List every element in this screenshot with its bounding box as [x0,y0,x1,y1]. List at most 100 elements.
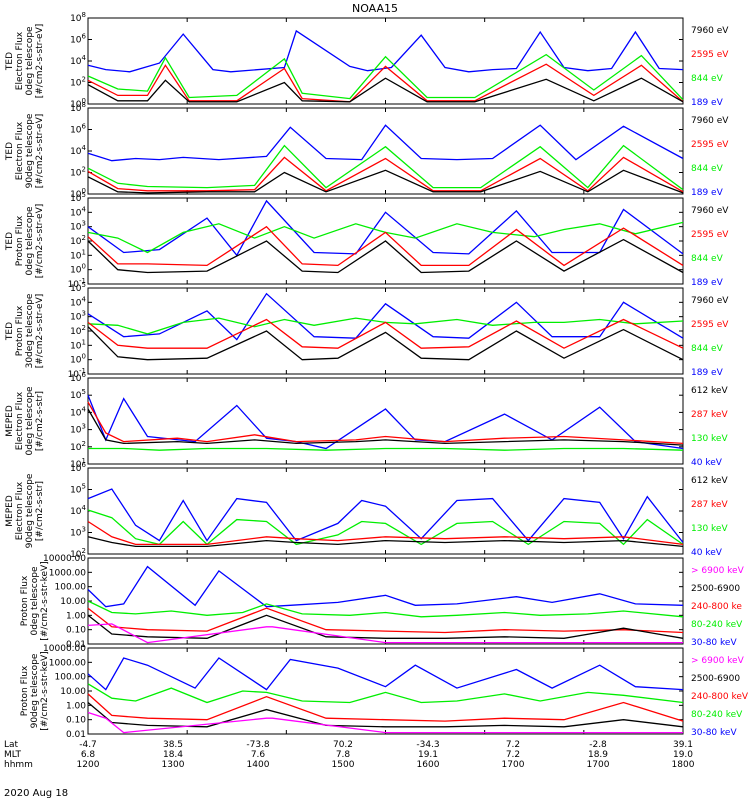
series-line-80-240-kev [87,683,684,704]
legend-entry: 612 keV [691,476,728,486]
time-axis-hhmm-value: 1300 [162,760,185,770]
legend-entry: 7960 eV [691,296,729,306]
panel-7: 0.01 0.10 1.00 10.00 100.00 1000.00 10000.00 Pr… [20,554,745,650]
y-axis-label: TED [5,232,15,251]
y-tick-label: 10000.00 [43,554,86,564]
y-tick-label: 101 [70,338,86,351]
series-line-130-kev [88,447,684,451]
series-line-2595-ev [87,225,684,267]
legend-entry: 2595 eV [691,230,729,240]
y-axis-label: 90deg telescope [30,653,40,728]
series-line--6900-kev [87,711,683,734]
y-tick-label: 104 [70,54,86,67]
time-axis-lat-value: -34.3 [416,740,439,750]
time-axis-hhmm-value: 1700 [587,760,610,770]
y-axis-label: 90deg telescope [25,473,35,548]
y-tick-label: 102 [70,76,86,89]
legend-entry: 80-240 keV [691,620,743,630]
time-axis-hhmm-value: 1500 [332,760,355,770]
y-axis-label: TED [5,52,15,71]
y-axis-label: [#/cm2-s-str-eV] [35,294,45,369]
y-tick-label: 104 [70,295,86,308]
y-axis-label: Proton Flux [20,575,30,626]
time-axis-hhmm-value: 1600 [417,760,440,770]
y-axis-label: Electron Flux [15,121,25,180]
legend-entry: 240-800 keV [691,692,749,702]
legend-entry: 7960 eV [691,116,729,126]
panel-8: 0.01 0.10 1.00 10.00 100.00 1000.00 10000.00 Pr… [20,644,749,740]
y-axis-label: 0deg telescope [25,206,35,276]
series-line-844-ev [87,144,684,191]
y-tick-label: 103 [70,310,86,323]
y-axis-label: Proton Flux [20,665,30,716]
y-tick-label: 105 [70,388,86,401]
series-line-240-800-kev [87,693,684,722]
legend-entry: 7960 eV [691,26,729,36]
series-line-30-80-kev [87,565,684,608]
time-axis-mlt-value: 7.6 [251,750,266,760]
series-line-612-kev [87,408,684,446]
date-label: 2020 Aug 18 [4,788,68,799]
time-axis-lat-value: -2.8 [589,740,607,750]
y-tick-label: 103 [70,220,86,233]
figure-title: NOAA15 [352,2,398,15]
legend-entry: > 6900 keV [691,566,745,576]
time-axis-hhmm-value: 1800 [672,760,695,770]
series-line-287-kev [87,520,684,546]
y-tick-label: 105 [70,483,86,496]
y-tick-label: 106 [70,123,86,136]
legend-entry: 130 keV [691,434,728,444]
series-line-80-240-kev [87,600,684,618]
y-tick-label: 100.00 [55,673,87,683]
y-axis-label: Electron Flux [15,481,25,540]
y-axis-label: [#/cm2-s-str-keV] [40,651,50,730]
series-line--6900-kev [87,623,683,644]
y-axis-label: [#/cm2-s-str-eV] [35,204,45,279]
series-line-7960-ev [87,169,684,194]
panel-frame [87,17,684,105]
y-tick-label: 1000.00 [49,568,86,578]
y-axis-label: MEPED [5,405,15,437]
series-line-844-ev [87,221,684,254]
legend-entry: 2595 eV [691,320,729,330]
y-tick-label: 0.01 [66,640,86,650]
y-axis-label: 0deg telescope [30,566,40,636]
series-line-2500-6900 [87,614,684,639]
time-axis-mlt-value: 18.4 [163,750,183,760]
legend-entry: 844 eV [691,74,724,84]
y-tick-label: 10.00 [60,687,86,697]
y-tick-label: 102 [70,324,86,337]
time-axis-row-label: Lat [4,740,19,750]
legend-entry: 2595 eV [691,140,729,150]
time-axis-lat-value: 38.5 [163,740,183,750]
panel-frame [87,467,684,555]
series-line-240-800-ke [87,607,684,634]
y-tick-label: 0.10 [66,716,86,726]
series-line-2595-ev [87,318,684,349]
series-line-189-ev [87,124,684,162]
y-tick-label: 103 [70,423,86,436]
legend-entry: 80-240 keV [691,710,743,720]
legend-entry: 844 eV [691,164,724,174]
panel-frame [87,287,684,375]
legend-entry: 189 eV [691,98,724,108]
y-axis-label: MEPED [5,495,15,527]
series-line-844-ev [87,53,684,101]
y-axis-label: 90deg telescope [25,113,35,188]
series-line-130-kev [87,509,684,546]
y-tick-label: 104 [70,405,86,418]
time-axis-lat-value: -4.7 [79,740,97,750]
y-tick-label: 1.00 [66,611,86,621]
legend-entry: 2500-6900 [691,584,740,594]
y-tick-label: 101 [70,248,86,261]
legend-entry: 7960 eV [691,206,729,216]
y-axis-label: [#/cm2-s-str] [35,481,45,541]
series-line-7960-ev [87,238,684,274]
time-axis-mlt-value: 7.8 [336,750,351,760]
y-axis-label: 0deg telescope [25,26,35,96]
legend-entry: 189 eV [691,368,724,378]
